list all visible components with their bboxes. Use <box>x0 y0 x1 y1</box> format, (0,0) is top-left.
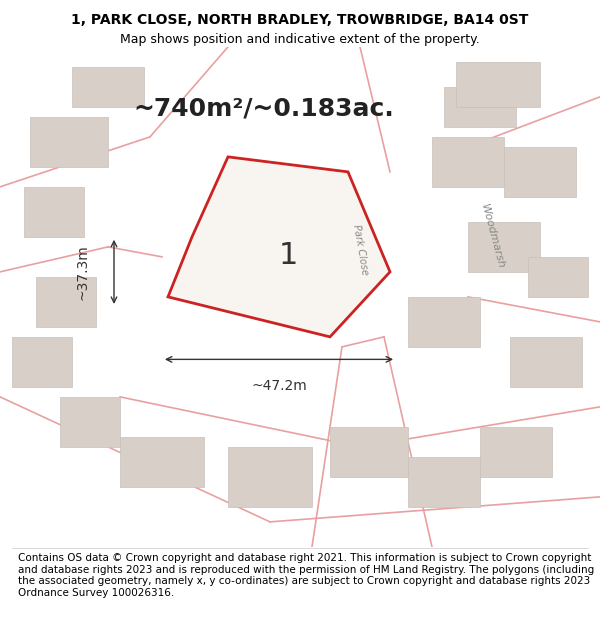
Polygon shape <box>36 277 96 327</box>
Polygon shape <box>24 187 84 237</box>
Text: Map shows position and indicative extent of the property.: Map shows position and indicative extent… <box>120 32 480 46</box>
Text: Contains OS data © Crown copyright and database right 2021. This information is : Contains OS data © Crown copyright and d… <box>18 553 594 598</box>
Polygon shape <box>408 457 480 507</box>
Text: Woodmarsh: Woodmarsh <box>479 203 505 271</box>
Polygon shape <box>228 447 312 507</box>
Polygon shape <box>510 337 582 387</box>
Polygon shape <box>330 427 408 477</box>
Text: Park Close: Park Close <box>350 223 370 276</box>
Polygon shape <box>60 397 120 447</box>
Text: ~37.3m: ~37.3m <box>76 244 90 300</box>
Polygon shape <box>408 297 480 347</box>
Text: 1, PARK CLOSE, NORTH BRADLEY, TROWBRIDGE, BA14 0ST: 1, PARK CLOSE, NORTH BRADLEY, TROWBRIDGE… <box>71 13 529 27</box>
Polygon shape <box>120 437 204 487</box>
Text: ~740m²/~0.183ac.: ~740m²/~0.183ac. <box>134 97 394 121</box>
Text: 1: 1 <box>278 241 298 270</box>
Polygon shape <box>456 62 540 107</box>
Polygon shape <box>30 117 108 167</box>
Polygon shape <box>12 337 72 387</box>
Polygon shape <box>432 137 504 187</box>
Polygon shape <box>168 157 390 337</box>
Polygon shape <box>504 147 576 197</box>
Polygon shape <box>444 87 516 127</box>
Polygon shape <box>468 222 540 272</box>
Text: ~47.2m: ~47.2m <box>251 379 307 393</box>
Polygon shape <box>72 67 144 107</box>
Polygon shape <box>528 257 588 297</box>
Polygon shape <box>480 427 552 477</box>
